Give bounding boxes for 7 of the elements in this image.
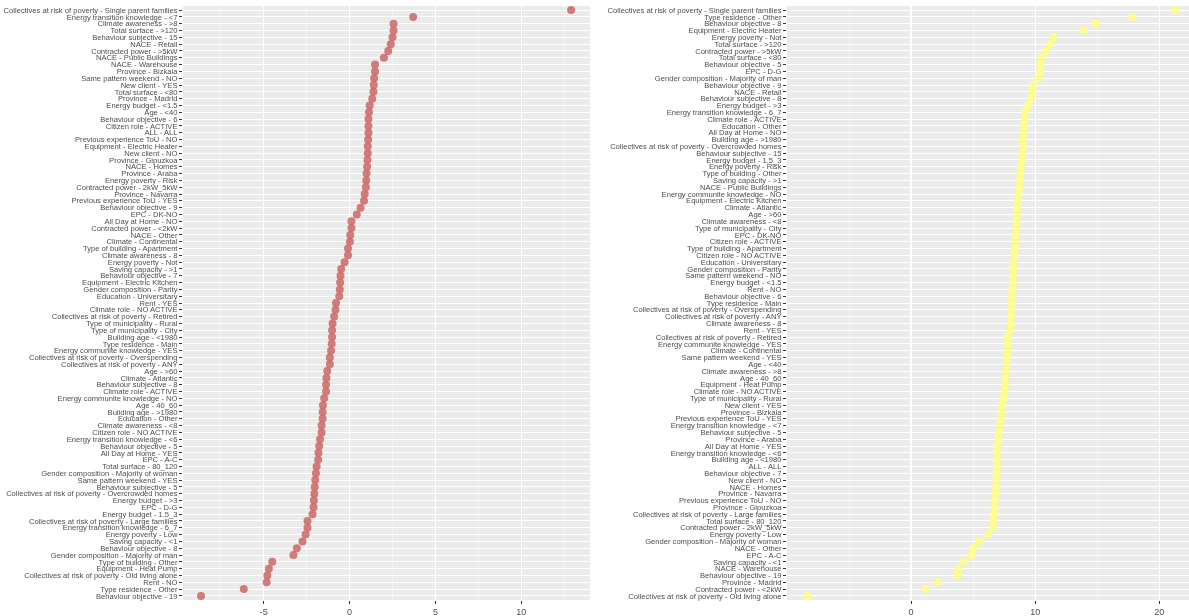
x-tick-label: 20 xyxy=(1154,606,1165,616)
x-tick-label: 0 xyxy=(347,606,353,616)
x-tick-label: 5 xyxy=(432,606,438,616)
x-tick-label: -5 xyxy=(259,606,268,616)
x-tick-label: 10 xyxy=(1030,606,1041,616)
x-tick-label: 10 xyxy=(516,606,527,616)
x-tick-label: 0 xyxy=(908,606,914,616)
